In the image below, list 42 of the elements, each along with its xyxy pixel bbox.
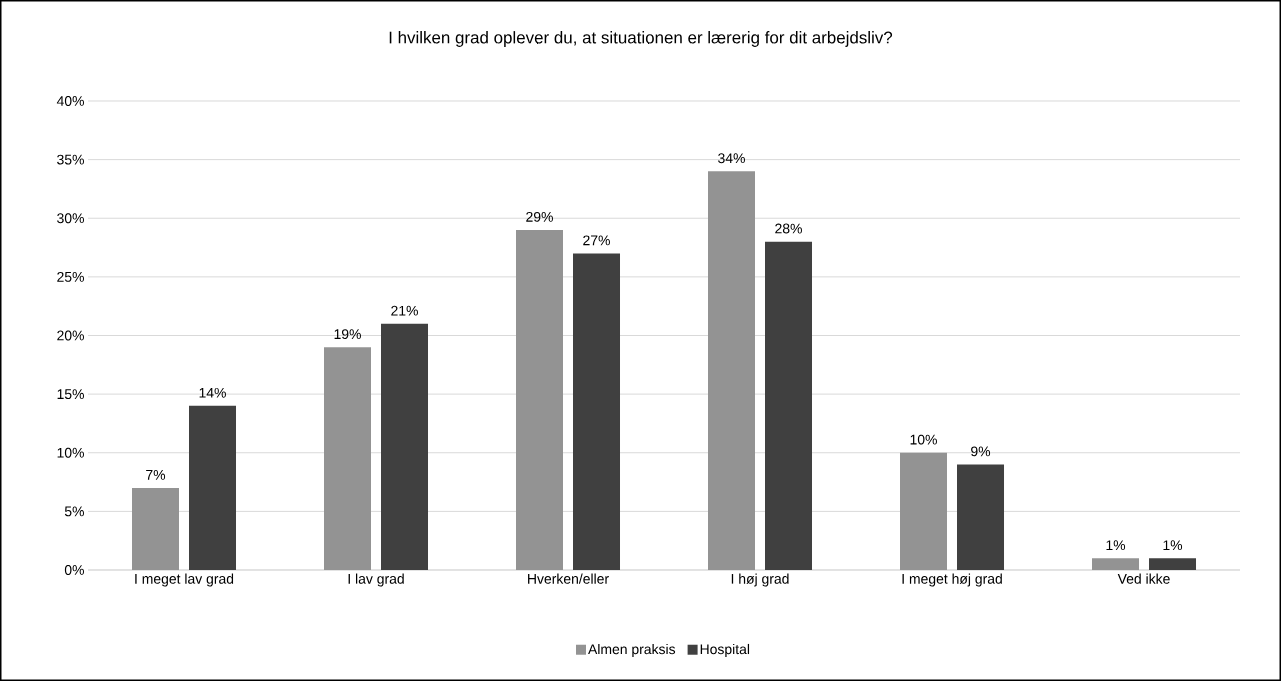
chart-title: I hvilken grad oplever du, at situationen er lærerig for dit arbejdsliv? [389,31,893,47]
bar [516,229,563,570]
y-tick-label: 5% [64,506,84,517]
y-tick-label: 20% [57,330,84,341]
y-tick-label: 0% [64,565,84,575]
bar [900,452,947,570]
data-label: 21% [391,305,418,316]
x-tick-label: I lav grad [348,573,404,587]
y-tick-label: 25% [57,271,84,282]
bar [324,347,371,570]
data-label: 14% [199,387,226,398]
data-label: 9% [971,446,991,457]
bar [132,487,179,570]
y-tick-label: 40% [56,96,84,106]
data-label: 28% [775,223,802,234]
x-tick-label: I meget høj grad [902,573,1002,587]
bar [708,171,755,570]
data-label: 27% [583,235,610,246]
data-label: 29% [526,211,553,222]
data-label: 7% [146,469,166,480]
x-tick-label: Ved ikke [1117,573,1170,584]
bar [1092,558,1140,570]
bar [765,241,812,570]
data-label: 1% [1106,540,1126,551]
y-tick-label: 35% [57,154,84,165]
data-label: 34% [718,153,745,164]
data-label: 10% [910,434,937,445]
x-tick-label: I høj grad [731,573,789,587]
legend-label: Almen praksis [588,643,676,657]
x-tick-label: Hverken/eller [528,573,609,584]
data-label: 19% [334,329,361,340]
bar [957,464,1005,570]
bar [1149,558,1197,570]
data-label: 1% [1163,540,1183,551]
y-tick-label: 15% [57,389,84,400]
bar [381,323,428,570]
bar [573,253,620,570]
bar [189,405,236,570]
y-tick-label: 30% [57,213,84,224]
x-tick-label: I meget lav grad [135,573,234,587]
y-tick-label: 10% [57,447,84,458]
legend-label: Hospital [700,643,750,657]
